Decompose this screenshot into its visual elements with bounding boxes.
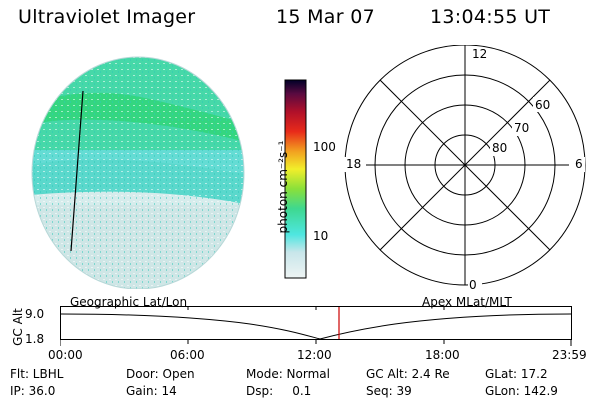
date-label: 15 Mar 07: [276, 6, 375, 28]
timeline-x-tick-0000: 00:00: [48, 348, 83, 362]
colorbar: [284, 79, 307, 279]
colorbar-tick-100: 100: [313, 140, 336, 154]
info-gain: Gain: 14: [126, 384, 177, 398]
mlat-label-80: 80: [492, 141, 508, 155]
info-mode: Mode: Normal: [246, 367, 330, 381]
mlt-label-18: 18: [346, 157, 362, 171]
timeline-y-axis-label: GC Alt: [11, 308, 25, 346]
timeline-y-tick-min: 1.8: [25, 332, 45, 346]
mlt-label-12: 12: [472, 47, 488, 61]
timeline-x-tick-2359: 23:59: [552, 348, 587, 362]
mlat-label-60: 60: [535, 98, 551, 112]
timeline-x-tick-1200: 12:00: [297, 348, 332, 362]
info-seq: Seq: 39: [366, 384, 412, 398]
info-glon: GLon: 142.9: [485, 384, 558, 398]
instrument-title: Ultraviolet Imager: [18, 6, 196, 28]
timeline-right-title: Apex MLat/MLT: [422, 295, 512, 309]
mlt-label-0: 0: [469, 278, 477, 292]
timeline-x-tick-1800: 18:00: [425, 348, 460, 362]
altitude-curve: [60, 313, 572, 340]
earth-disk-outline: [31, 56, 245, 289]
polar-grid: [344, 45, 586, 290]
info-ip: IP: 36.0: [10, 384, 56, 398]
timeline-y-tick-max: 9.0: [25, 307, 45, 321]
info-gc-alt: GC Alt: 2.4 Re: [366, 367, 450, 381]
altitude-timeline: [60, 306, 572, 346]
terminator-line: [70, 90, 84, 252]
mlt-label-6: 6: [575, 157, 583, 171]
mlat-label-70: 70: [514, 121, 530, 135]
timeline-left-title: Geographic Lat/Lon: [70, 295, 188, 309]
info-door: Door: Open: [126, 367, 195, 381]
auroral-image: [31, 56, 245, 289]
colorbar-tick-10: 10: [313, 229, 329, 243]
timeline-x-tick-0600: 06:00: [170, 348, 205, 362]
colorbar-unit-label: photon cm⁻²s⁻¹: [276, 140, 290, 234]
time-label: 13:04:55 UT: [430, 6, 551, 28]
info-filter: Flt: LBHL: [10, 367, 64, 381]
info-glat: GLat: 17.2: [485, 367, 548, 381]
info-dsp: Dsp: 0.1: [246, 384, 312, 398]
